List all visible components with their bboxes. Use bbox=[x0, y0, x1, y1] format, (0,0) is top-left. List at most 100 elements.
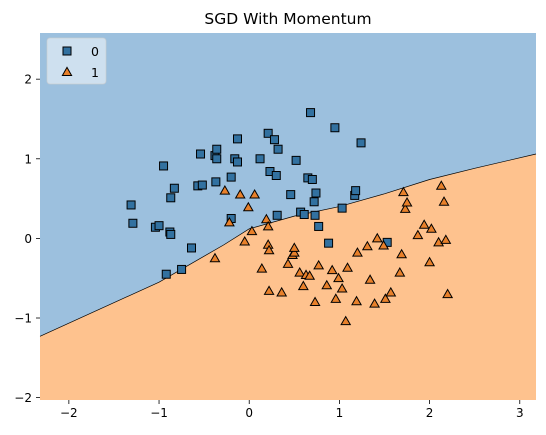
legend-marker-1 bbox=[61, 66, 73, 76]
point-class-1 bbox=[336, 282, 348, 293]
point-class-0 bbox=[212, 144, 222, 154]
decision-regions bbox=[39, 33, 537, 400]
point-class-1 bbox=[342, 262, 353, 272]
point-class-1 bbox=[223, 216, 235, 227]
point-class-0 bbox=[307, 174, 317, 184]
point-class-0 bbox=[226, 172, 236, 182]
point-class-0 bbox=[291, 155, 301, 165]
point-class-1 bbox=[396, 248, 408, 259]
y-tick-label: −1 bbox=[14, 312, 32, 326]
point-class-1 bbox=[246, 225, 258, 236]
point-class-1 bbox=[442, 288, 454, 299]
point-class-1 bbox=[424, 256, 436, 267]
point-class-0 bbox=[271, 171, 281, 181]
chart-title: SGD With Momentum bbox=[204, 10, 371, 28]
point-class-1 bbox=[394, 267, 406, 277]
point-class-0 bbox=[330, 123, 340, 133]
x-tick-label: 1 bbox=[336, 406, 344, 420]
point-class-1 bbox=[263, 244, 275, 255]
point-class-1 bbox=[361, 240, 373, 251]
point-class-1 bbox=[340, 315, 352, 326]
y-tick-label: 2 bbox=[24, 73, 32, 87]
point-class-0 bbox=[272, 210, 282, 220]
point-class-1 bbox=[294, 267, 306, 277]
point-class-1 bbox=[304, 270, 316, 280]
point-class-1 bbox=[313, 259, 325, 270]
point-class-1 bbox=[397, 186, 409, 197]
region-class-1 bbox=[40, 154, 536, 400]
point-class-1 bbox=[333, 272, 344, 283]
point-class-0 bbox=[306, 108, 316, 118]
point-class-1 bbox=[326, 264, 338, 275]
point-class-1 bbox=[263, 285, 275, 295]
point-class-1 bbox=[330, 293, 342, 303]
point-class-0 bbox=[337, 203, 347, 213]
legend-label-1: 1 bbox=[91, 65, 99, 80]
point-class-1 bbox=[412, 229, 424, 240]
point-class-1 bbox=[438, 196, 450, 206]
point-class-0 bbox=[309, 197, 319, 207]
point-class-0 bbox=[356, 138, 366, 148]
data-points bbox=[126, 108, 454, 326]
x-tick-label: 3 bbox=[516, 406, 524, 420]
point-class-1 bbox=[351, 295, 362, 306]
point-class-0 bbox=[286, 190, 296, 200]
point-class-1 bbox=[256, 263, 268, 273]
point-class-1 bbox=[262, 220, 274, 231]
point-class-0 bbox=[310, 210, 320, 220]
point-class-1 bbox=[418, 219, 430, 229]
point-class-1 bbox=[378, 239, 390, 250]
y-tick-label: 1 bbox=[24, 152, 32, 166]
point-class-0 bbox=[351, 186, 361, 196]
point-class-1 bbox=[440, 234, 452, 244]
point-class-1 bbox=[297, 280, 309, 291]
point-class-1 bbox=[399, 203, 411, 213]
axes: −2 −1 0 1 2 3 −2 −1 0 1 2 bbox=[14, 73, 523, 420]
point-class-1 bbox=[425, 223, 437, 233]
point-class-1 bbox=[379, 293, 391, 303]
point-class-1 bbox=[219, 185, 231, 195]
point-class-0 bbox=[212, 154, 222, 164]
point-class-0 bbox=[232, 157, 242, 167]
point-class-0 bbox=[197, 180, 207, 190]
point-class-1 bbox=[282, 258, 294, 268]
point-class-0 bbox=[177, 264, 187, 274]
point-class-1 bbox=[288, 242, 300, 252]
point-class-1 bbox=[364, 274, 376, 284]
legend-marker-0 bbox=[62, 46, 72, 56]
y-tick-label: 0 bbox=[24, 232, 32, 246]
legend-label-0: 0 bbox=[91, 44, 99, 59]
y-tick-label: −2 bbox=[14, 391, 32, 405]
point-class-0 bbox=[166, 229, 176, 239]
point-class-0 bbox=[166, 193, 176, 203]
region-class-0 bbox=[40, 33, 536, 337]
point-class-0 bbox=[314, 221, 324, 231]
x-tick-label: −1 bbox=[150, 406, 168, 420]
point-class-1 bbox=[276, 286, 288, 297]
point-class-1 bbox=[351, 247, 363, 257]
point-class-1 bbox=[249, 188, 261, 199]
point-class-0 bbox=[169, 183, 179, 193]
point-class-1 bbox=[288, 247, 300, 257]
point-class-0 bbox=[128, 218, 138, 228]
point-class-0 bbox=[211, 177, 221, 187]
point-class-0 bbox=[187, 243, 197, 253]
point-class-1 bbox=[234, 188, 246, 199]
point-class-0 bbox=[126, 200, 136, 210]
point-class-0 bbox=[269, 135, 279, 145]
point-class-0 bbox=[161, 269, 171, 279]
point-class-1 bbox=[369, 298, 381, 308]
point-class-0 bbox=[299, 210, 309, 220]
point-class-1 bbox=[209, 252, 221, 263]
point-class-0 bbox=[311, 188, 321, 198]
point-class-1 bbox=[260, 213, 272, 224]
point-class-1 bbox=[309, 296, 321, 307]
legend-box bbox=[46, 37, 107, 85]
point-class-1 bbox=[242, 201, 254, 212]
point-class-0 bbox=[154, 221, 164, 231]
point-class-1 bbox=[239, 235, 251, 246]
point-class-1 bbox=[385, 286, 397, 297]
point-class-0 bbox=[232, 134, 242, 144]
